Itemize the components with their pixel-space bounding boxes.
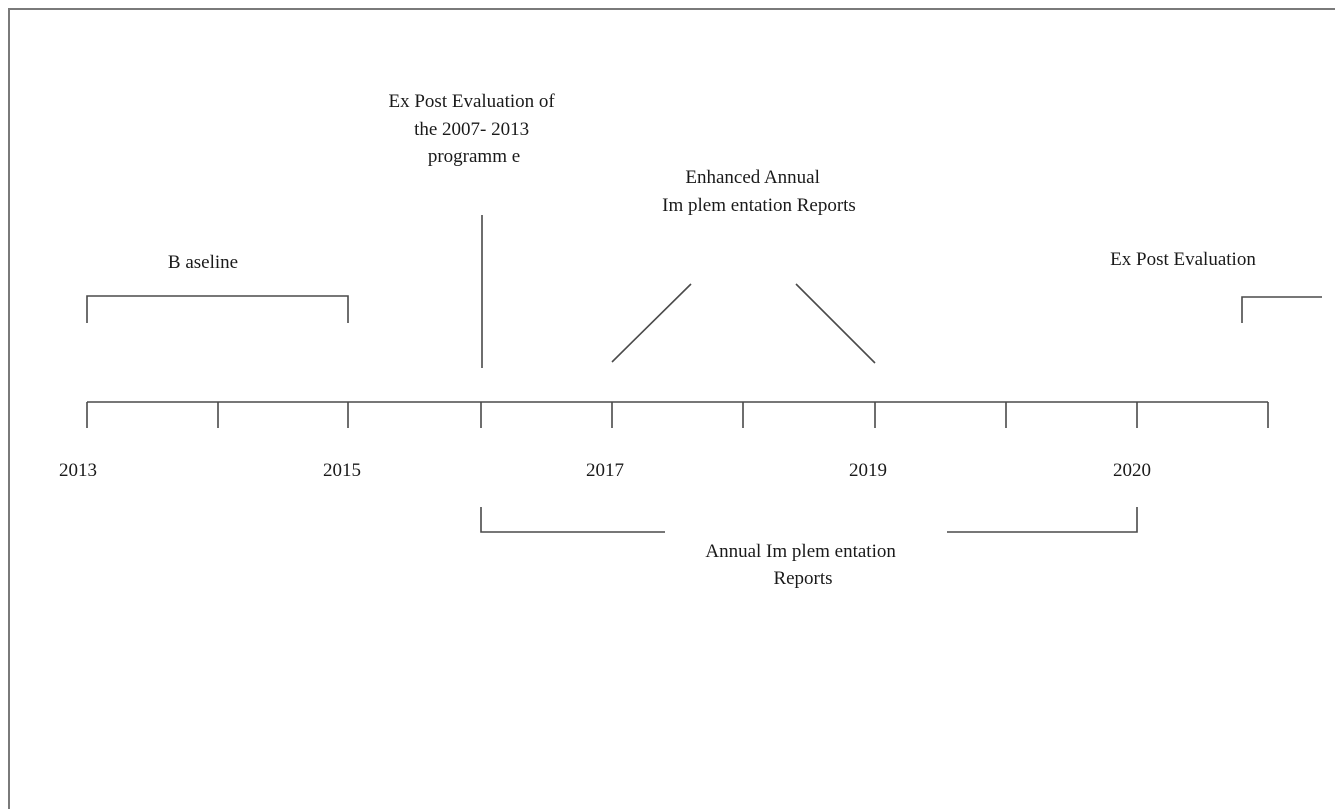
annual-reports-label-line: Reports bbox=[773, 568, 832, 589]
annual-reports-label: Annual Im plem entation Reports bbox=[705, 541, 900, 589]
ex-post-marker: Ex Post Evaluation bbox=[1110, 249, 1322, 323]
year-label: 2020 bbox=[1113, 460, 1151, 481]
diagram-frame bbox=[8, 8, 1335, 809]
enhanced-reports-label-line: Im plem entation Reports bbox=[662, 195, 856, 216]
ex-post-previous-label-line: the 2007- 2013 bbox=[414, 119, 529, 140]
year-labels: 2013 2015 2017 2019 2020 bbox=[59, 460, 1151, 481]
year-label: 2013 bbox=[59, 460, 97, 481]
enhanced-left-line bbox=[611, 283, 692, 363]
annual-reports-label-line: Annual Im plem entation bbox=[705, 541, 896, 562]
annual-bracket-left bbox=[480, 507, 665, 533]
ex-post-label: Ex Post Evaluation bbox=[1110, 249, 1256, 270]
ex-post-previous-label-line: Ex Post Evaluation of bbox=[389, 91, 556, 112]
timeline-axis bbox=[86, 401, 1269, 428]
year-label: 2017 bbox=[586, 460, 624, 481]
annual-bracket-right bbox=[947, 507, 1138, 533]
enhanced-reports-marker: Enhanced Annual Im plem entation Reports bbox=[611, 167, 876, 364]
baseline-label: B aseline bbox=[168, 252, 238, 273]
annual-reports-bracket: Annual Im plem entation Reports bbox=[480, 507, 1138, 589]
baseline-bracket-line bbox=[86, 295, 349, 323]
ex-post-previous-marker: Ex Post Evaluation of the 2007- 2013 pro… bbox=[389, 91, 560, 368]
year-label: 2019 bbox=[849, 460, 887, 481]
baseline-bracket: B aseline bbox=[86, 252, 349, 323]
ex-post-previous-label-line: programm e bbox=[428, 146, 520, 167]
enhanced-reports-label: Enhanced Annual Im plem entation Reports bbox=[662, 167, 856, 216]
ex-post-previous-label: Ex Post Evaluation of the 2007- 2013 pro… bbox=[389, 91, 560, 167]
enhanced-reports-label-line: Enhanced Annual bbox=[685, 167, 820, 188]
ex-post-bracket-line bbox=[1241, 296, 1322, 323]
year-label: 2015 bbox=[323, 460, 361, 481]
enhanced-right-line bbox=[795, 283, 876, 364]
